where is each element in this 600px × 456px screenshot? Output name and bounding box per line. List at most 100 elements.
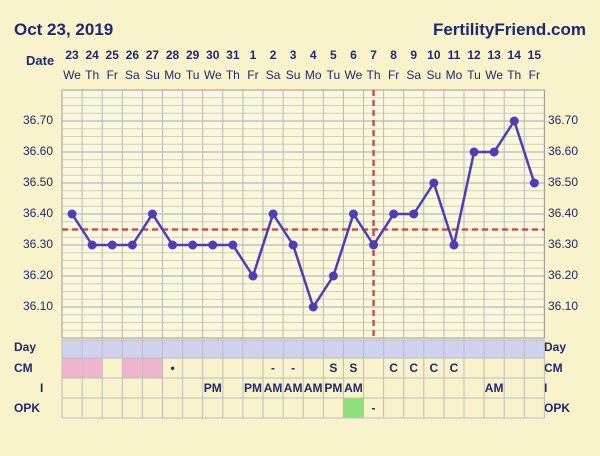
- weekday-label: Th: [366, 68, 381, 82]
- cm-row-label-left: CM: [14, 361, 33, 375]
- opk-highlight-cell: [343, 398, 364, 418]
- temperature-point: [268, 209, 278, 219]
- date-label: 5: [330, 48, 337, 62]
- weekday-label: Su: [285, 68, 301, 82]
- date-label: 6: [350, 48, 357, 62]
- date-label: 1: [249, 48, 257, 62]
- cm-cell: -: [271, 361, 276, 375]
- temperature-point: [168, 240, 178, 250]
- weekday-label: Sa: [406, 68, 422, 82]
- weekday-label: We: [344, 68, 363, 82]
- weekday-label: Su: [426, 68, 442, 82]
- weekday-label: Th: [507, 68, 522, 82]
- temperature-point: [127, 240, 137, 250]
- i-cell: PM: [203, 381, 222, 395]
- date-label: 30: [206, 48, 220, 62]
- cm-highlight-cell: [142, 358, 163, 378]
- cm-cell: S: [349, 361, 358, 375]
- date-label: 24: [85, 48, 99, 62]
- date-label: 26: [125, 48, 140, 62]
- temperature-point: [369, 240, 379, 250]
- date-label: 13: [487, 48, 501, 62]
- date-label: 23: [65, 48, 79, 62]
- weekday-label: Tu: [185, 68, 200, 82]
- temperature-point: [449, 240, 459, 250]
- date-label: 2: [269, 48, 277, 62]
- date-label: 29: [185, 48, 200, 62]
- temperature-point: [308, 302, 318, 312]
- date-label: 31: [226, 48, 240, 62]
- y-tick-label-left: 36.70: [22, 113, 54, 127]
- i-cell: AM: [344, 381, 363, 395]
- y-tick-label-left: 36.20: [22, 268, 54, 282]
- date-label: 7: [370, 48, 377, 62]
- opk-cell: -: [371, 401, 376, 415]
- y-tick-label-left: 36.30: [22, 237, 54, 251]
- cm-highlight-cell: [122, 358, 143, 378]
- day-row-label-left: Day: [14, 340, 37, 354]
- y-tick-label-left: 36.10: [22, 299, 54, 313]
- cm-highlight-cell: [62, 358, 83, 378]
- y-tick-label-right: 36.40: [547, 206, 579, 220]
- weekday-label: We: [63, 68, 81, 82]
- temperature-point: [328, 271, 338, 281]
- temperature-point: [107, 240, 117, 250]
- cm-row-label-right: CM: [544, 361, 563, 375]
- y-tick-label-left: 36.60: [22, 144, 54, 158]
- cm-cell: -: [291, 361, 296, 375]
- date-row-label: Date: [26, 53, 55, 68]
- weekday-label: We: [485, 68, 504, 82]
- temperature-point: [429, 178, 439, 188]
- date-label: 25: [105, 48, 119, 62]
- temperature-point: [67, 209, 77, 219]
- weekday-label: Mo: [445, 68, 463, 82]
- temperature-point: [228, 240, 238, 250]
- temperature-point: [469, 147, 479, 157]
- cm-cell: C: [389, 361, 398, 375]
- weekday-label: Fr: [528, 68, 540, 82]
- chart-date: Oct 23, 2019: [14, 20, 114, 39]
- i-row-label-left: I: [40, 381, 44, 395]
- i-cell: AM: [263, 381, 283, 395]
- weekday-label: Mo: [304, 68, 322, 82]
- y-tick-label-left: 36.50: [22, 175, 54, 189]
- weekday-label: Th: [225, 68, 240, 82]
- temperature-line: [71, 119, 536, 309]
- cm-cell: C: [449, 361, 459, 375]
- i-cell: PM: [243, 381, 262, 395]
- plot-border: [61, 89, 545, 339]
- i-row-label-right: I: [544, 381, 548, 395]
- date-label: 4: [309, 48, 317, 62]
- weekday-label: Su: [145, 68, 160, 82]
- date-label: 12: [467, 48, 481, 62]
- weekday-label: Tu: [467, 68, 481, 82]
- date-label: 10: [427, 48, 441, 62]
- temperature-point: [348, 209, 358, 219]
- date-label: 9: [410, 48, 418, 62]
- date-label: 28: [165, 48, 180, 62]
- weekday-label: Fr: [106, 68, 118, 82]
- weekday-label: Mo: [164, 68, 181, 82]
- y-tick-label-right: 36.20: [547, 268, 579, 282]
- date-label: 11: [447, 48, 461, 62]
- weekday-label: We: [203, 68, 222, 82]
- day-row-label-right: Day: [544, 340, 567, 354]
- date-label: 27: [145, 48, 160, 62]
- y-tick-label-right: 36.10: [547, 299, 579, 313]
- y-tick-label-right: 36.50: [547, 175, 579, 189]
- weekday-label: Sa: [265, 68, 281, 82]
- cm-highlight-cell: [82, 358, 103, 378]
- i-cell: AM: [283, 381, 303, 395]
- temperature-point: [87, 240, 97, 250]
- weekday-label: Th: [85, 68, 100, 82]
- temperature-point: [389, 209, 399, 219]
- cm-cell: C: [409, 361, 419, 375]
- temperature-point: [147, 209, 157, 219]
- y-tick-label-left: 36.40: [22, 206, 54, 220]
- temperature-point: [248, 271, 258, 281]
- i-cell: AM: [303, 381, 323, 395]
- temperature-point: [188, 240, 198, 250]
- date-label: 15: [527, 48, 542, 62]
